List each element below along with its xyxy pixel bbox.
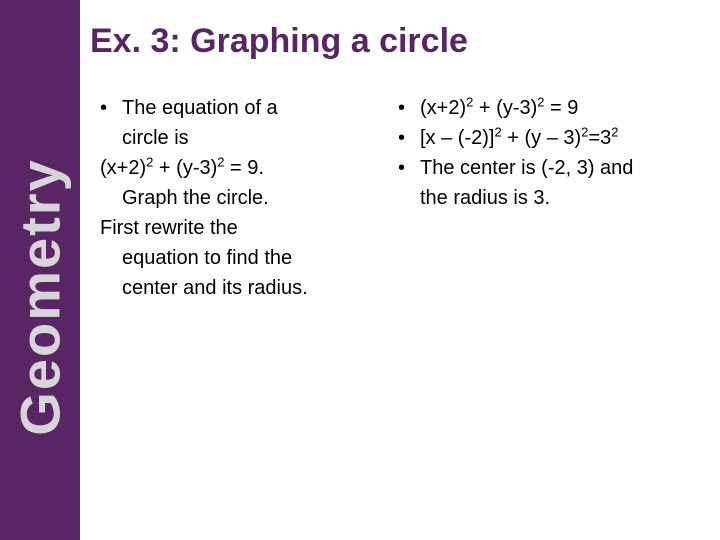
equation-line: [x – (-2)]2 + (y – 3)2=32 — [420, 125, 708, 152]
bullet-text: center and its radius. — [100, 275, 390, 302]
bullet-item: • The center is (-2, 3) and — [398, 155, 708, 182]
eq-part: = 9. — [225, 157, 264, 179]
eq-part: + (y-3) — [153, 157, 217, 179]
bullet-item: • (x+2)2 + (y-3)2 = 9 — [398, 95, 708, 122]
sidebar-label: Geometry — [8, 158, 73, 435]
eq-part: + (y-3) — [473, 97, 537, 119]
bullet-text: circle is — [100, 125, 390, 152]
eq-part: [x – (-2)] — [420, 127, 494, 149]
bullet-text: First rewrite the — [100, 215, 390, 242]
right-column: • (x+2)2 + (y-3)2 = 9 • [x – (-2)]2 + (y… — [398, 95, 708, 305]
equation-line: (x+2)2 + (y-3)2 = 9 — [420, 95, 708, 122]
superscript: 2 — [217, 154, 224, 169]
bullet-text: The equation of a — [122, 95, 390, 122]
bullet-text: Graph the circle. — [100, 185, 390, 212]
eq-part: =3 — [588, 127, 611, 149]
bullet-text: the radius is 3. — [398, 185, 708, 212]
bullet-marker: • — [100, 95, 122, 122]
bullet-text: equation to find the — [100, 245, 390, 272]
superscript: 2 — [494, 124, 501, 139]
bullet-item: • The equation of a — [100, 95, 390, 122]
left-column: • The equation of a circle is (x+2) 2 + (… — [100, 95, 390, 305]
bullet-marker: • — [398, 155, 420, 182]
content-area: • The equation of a circle is (x+2) 2 + (… — [100, 95, 710, 305]
bullet-item: • [x – (-2)]2 + (y – 3)2=32 — [398, 125, 708, 152]
slide-title: Ex. 3: Graphing a circle — [90, 22, 468, 61]
eq-part: + (y – 3) — [502, 127, 581, 149]
eq-part: (x+2) — [100, 157, 146, 179]
superscript: 2 — [537, 94, 544, 109]
sidebar: Geometry — [0, 0, 80, 540]
superscript: 2 — [611, 124, 618, 139]
bullet-text: The center is (-2, 3) and — [420, 155, 708, 182]
bullet-marker: • — [398, 95, 420, 122]
equation-line: (x+2)2 + (y-3)2 = 9. — [100, 155, 390, 182]
eq-part: = 9 — [545, 97, 579, 119]
eq-part: (x+2) — [420, 97, 466, 119]
bullet-marker: • — [398, 125, 420, 152]
